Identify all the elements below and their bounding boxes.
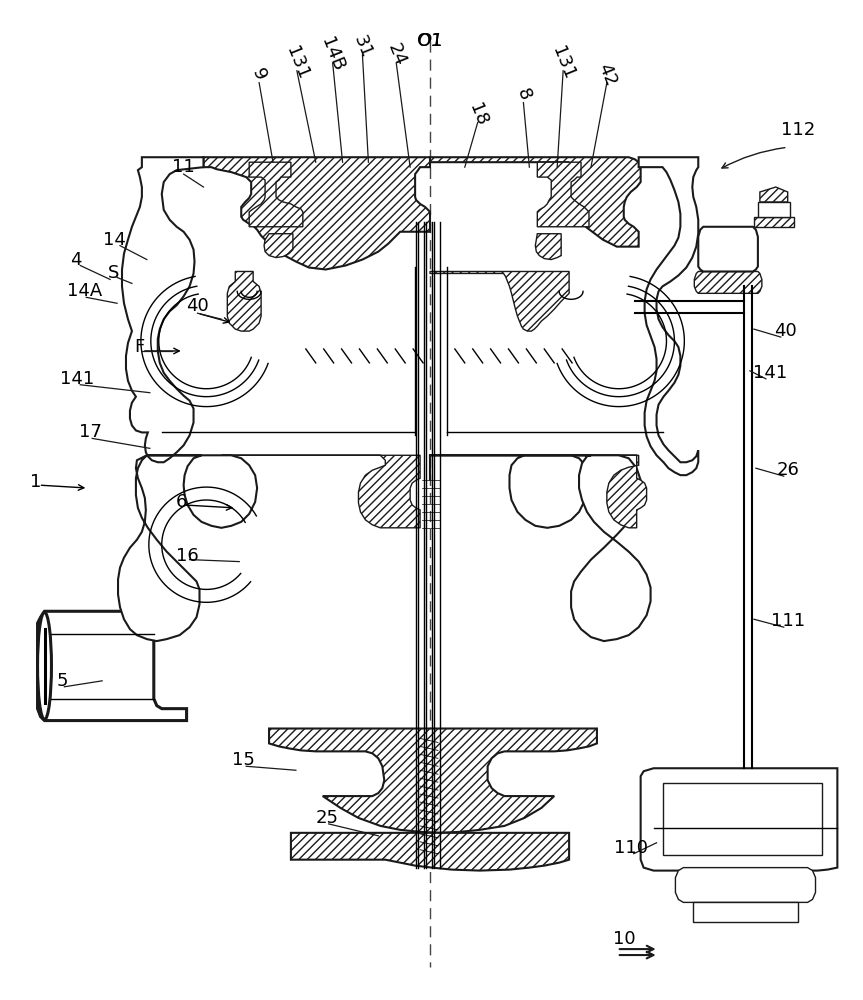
Polygon shape [639,157,698,475]
Text: 14: 14 [103,231,125,249]
Text: 1: 1 [30,473,41,491]
Polygon shape [430,455,646,528]
Text: O1: O1 [417,32,443,50]
Text: 112: 112 [780,121,815,139]
Polygon shape [698,227,758,271]
Polygon shape [538,162,589,227]
Text: 17: 17 [79,423,102,441]
Text: 42: 42 [595,61,620,89]
Bar [693,902,797,922]
Polygon shape [430,157,640,247]
Text: 40: 40 [186,297,209,315]
Text: 26: 26 [776,461,799,479]
Text: 11: 11 [173,158,195,176]
Circle shape [715,855,721,861]
Polygon shape [754,217,794,227]
Ellipse shape [38,612,52,720]
Text: 4: 4 [71,251,82,269]
Polygon shape [227,271,261,331]
Polygon shape [430,271,569,331]
Polygon shape [291,833,569,871]
Text: 15: 15 [232,751,255,769]
Text: 16: 16 [176,547,199,565]
Text: 110: 110 [614,839,648,857]
Circle shape [755,855,761,861]
Text: 9: 9 [249,66,269,83]
Polygon shape [264,234,293,258]
Circle shape [696,855,702,861]
Polygon shape [760,187,788,202]
Polygon shape [118,455,257,641]
Text: O1: O1 [417,32,443,50]
Text: 6: 6 [176,493,187,511]
Text: 10: 10 [614,930,636,948]
Text: 25: 25 [315,809,338,827]
Text: 141: 141 [60,370,94,388]
Polygon shape [676,868,816,902]
Text: 24: 24 [383,41,409,69]
Bar [664,783,822,855]
Text: F: F [134,338,144,356]
Circle shape [795,855,801,861]
Polygon shape [695,271,762,293]
Polygon shape [222,455,420,528]
Polygon shape [525,455,651,641]
Polygon shape [38,611,186,721]
Text: 5: 5 [57,672,68,690]
Polygon shape [204,157,430,269]
Text: 111: 111 [771,612,805,630]
Text: 141: 141 [753,364,787,382]
Circle shape [735,855,741,861]
Text: S: S [107,264,119,282]
Text: 14B: 14B [318,35,348,75]
Polygon shape [122,157,204,462]
Polygon shape [640,768,837,871]
Polygon shape [758,202,790,217]
Polygon shape [430,455,589,528]
Polygon shape [269,729,597,833]
Polygon shape [249,162,303,227]
Text: 40: 40 [774,322,797,340]
Text: 131: 131 [282,44,312,82]
Text: 14A: 14A [66,282,102,300]
Text: 31: 31 [350,33,375,61]
Text: 18: 18 [465,101,490,128]
Text: 131: 131 [548,44,578,82]
Circle shape [775,855,781,861]
Polygon shape [535,234,561,260]
Text: 8: 8 [513,86,534,103]
